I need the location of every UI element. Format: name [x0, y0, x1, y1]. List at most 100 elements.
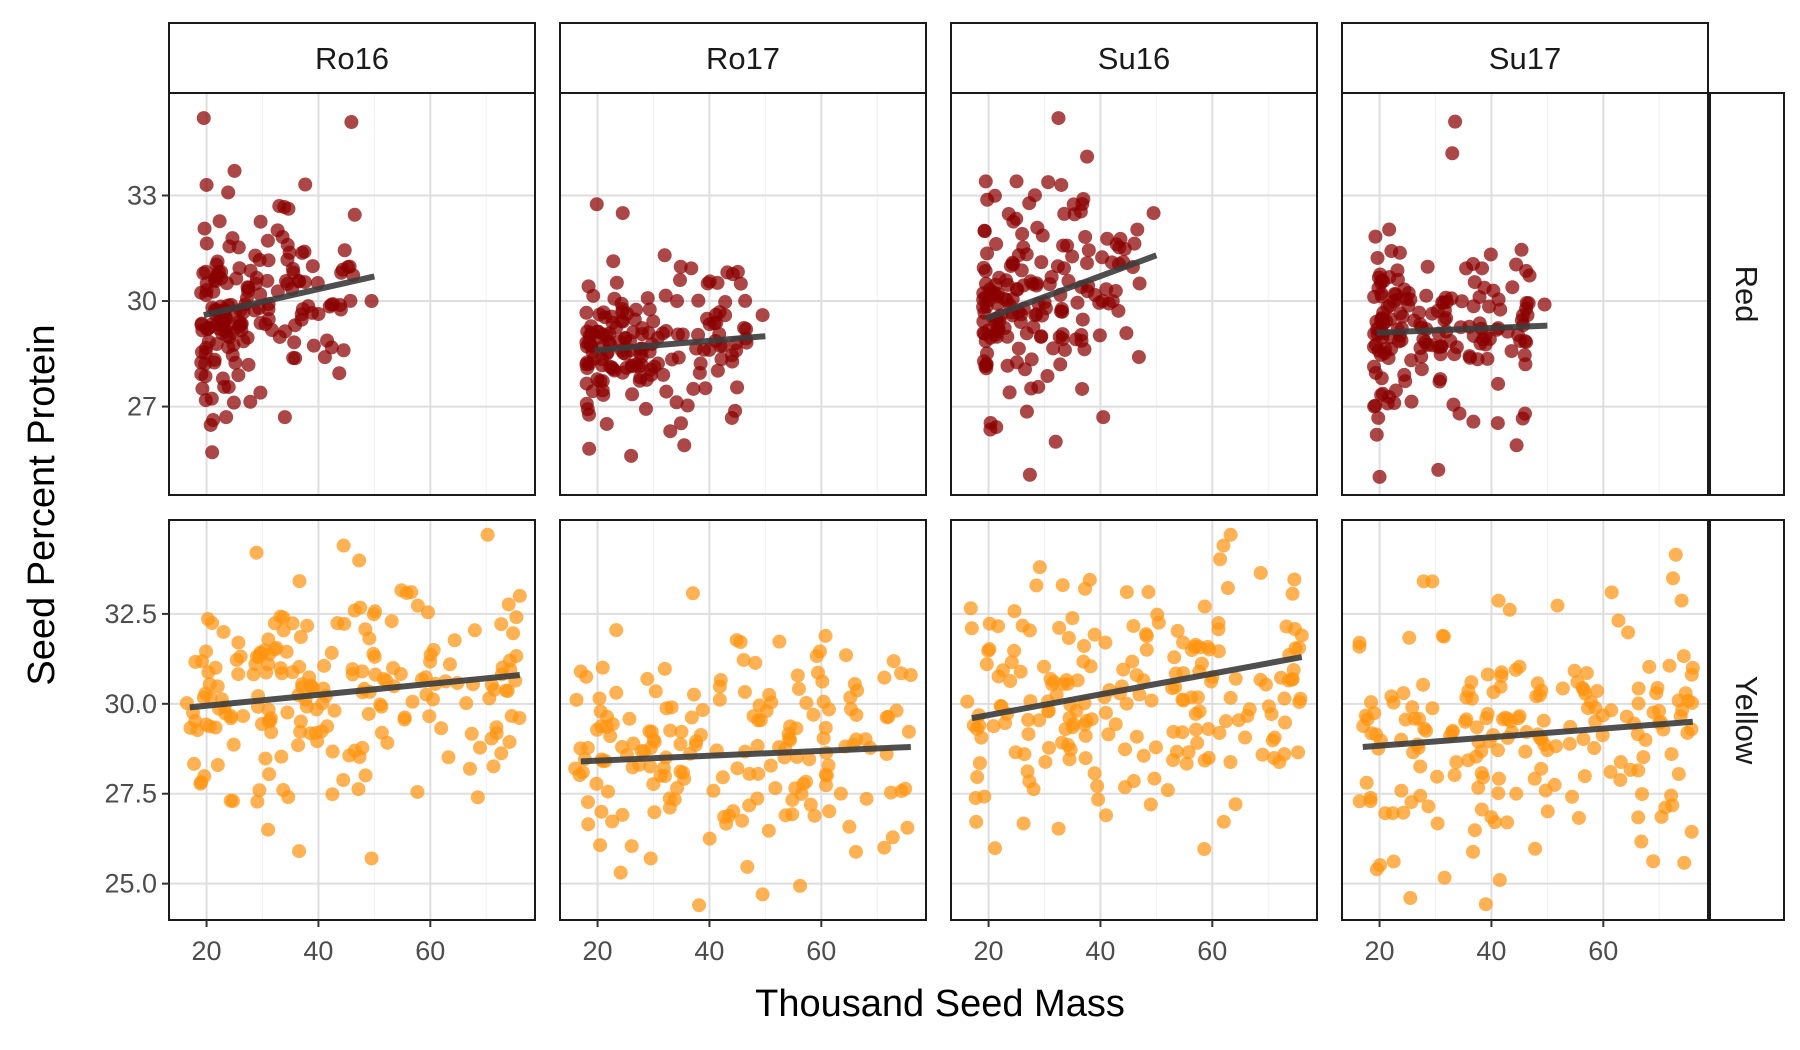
data-point — [261, 302, 276, 317]
data-point — [1277, 747, 1292, 762]
data-point — [1404, 353, 1419, 368]
data-point — [1017, 747, 1032, 762]
data-point — [999, 273, 1014, 288]
data-point — [1480, 351, 1495, 366]
data-point — [1253, 672, 1268, 687]
data-point — [1018, 362, 1033, 377]
data-point — [640, 671, 655, 686]
y-axis-title: Seed Percent Protein — [21, 324, 63, 685]
data-point — [580, 740, 595, 755]
data-point — [1034, 329, 1049, 344]
data-point — [410, 598, 425, 613]
data-point — [1509, 438, 1524, 453]
data-point — [1026, 782, 1041, 797]
data-point — [325, 787, 340, 802]
data-point — [976, 260, 991, 275]
data-point — [592, 691, 607, 706]
data-point — [686, 381, 701, 396]
data-point — [1148, 740, 1163, 755]
data-point — [1588, 700, 1603, 715]
data-point — [822, 702, 837, 717]
data-point — [1032, 713, 1047, 728]
data-point — [790, 668, 805, 683]
data-point — [305, 259, 320, 274]
data-point — [1218, 714, 1233, 729]
data-point — [288, 351, 303, 366]
data-point — [886, 654, 901, 669]
data-point — [249, 545, 264, 560]
data-point — [306, 338, 321, 353]
data-point — [1671, 766, 1686, 781]
panel-background — [169, 93, 535, 495]
data-point — [480, 527, 495, 542]
data-point — [963, 601, 978, 616]
data-point — [691, 327, 706, 342]
data-point — [582, 441, 597, 456]
data-point — [190, 723, 205, 738]
data-point — [818, 767, 833, 782]
data-point — [1363, 794, 1378, 809]
data-point — [997, 291, 1012, 306]
data-point — [1141, 585, 1156, 600]
data-point — [677, 438, 692, 453]
data-point — [1447, 347, 1462, 362]
x-tick-label: 40 — [1476, 936, 1506, 966]
data-point — [785, 792, 800, 807]
data-point — [1028, 308, 1043, 323]
data-point — [298, 177, 313, 192]
data-point — [686, 687, 701, 702]
data-point — [1490, 416, 1505, 431]
data-point — [970, 770, 985, 785]
data-point — [1469, 720, 1484, 735]
data-point — [606, 254, 621, 269]
data-point — [1642, 659, 1657, 674]
data-point — [1565, 789, 1580, 804]
data-point — [229, 271, 244, 286]
data-point — [210, 254, 225, 269]
data-point — [196, 690, 211, 705]
data-point — [1534, 761, 1549, 776]
data-point — [217, 379, 232, 394]
data-point — [404, 585, 419, 600]
data-point — [1474, 802, 1489, 817]
data-point — [1439, 311, 1454, 326]
data-point — [470, 790, 485, 805]
data-point — [261, 312, 276, 327]
data-point — [1100, 231, 1115, 246]
x-tick-label: 40 — [303, 936, 333, 966]
data-point — [1211, 616, 1226, 631]
panel-yellow-su17: 20 40 60 — [1341, 519, 1709, 966]
data-point — [859, 791, 874, 806]
data-point — [293, 714, 308, 729]
data-point — [1216, 814, 1231, 829]
data-point — [1461, 753, 1476, 768]
data-point — [1119, 326, 1134, 341]
data-point — [1007, 643, 1022, 658]
data-point — [1483, 247, 1498, 262]
strip-box-yellow — [1709, 519, 1785, 921]
data-point — [647, 805, 662, 820]
x-tick-label: 20 — [974, 936, 1004, 966]
data-point — [426, 642, 441, 657]
panel-border — [950, 519, 1318, 921]
data-point — [755, 887, 770, 902]
data-point — [1070, 295, 1085, 310]
data-point — [1490, 743, 1505, 758]
data-point — [986, 719, 1001, 734]
data-point — [643, 851, 658, 866]
data-point — [799, 695, 814, 710]
data-point — [264, 725, 279, 740]
data-point — [243, 394, 258, 409]
data-point — [1099, 808, 1114, 823]
data-point — [748, 655, 763, 670]
data-point — [1058, 722, 1073, 737]
data-point — [1101, 727, 1116, 742]
row-strips: Red Yellow — [1709, 92, 1785, 921]
data-point — [1467, 275, 1482, 290]
data-point — [195, 381, 210, 396]
data-point — [1139, 642, 1154, 657]
data-point — [625, 387, 640, 402]
data-point — [725, 267, 740, 282]
data-point — [249, 649, 264, 664]
data-point — [506, 626, 521, 641]
